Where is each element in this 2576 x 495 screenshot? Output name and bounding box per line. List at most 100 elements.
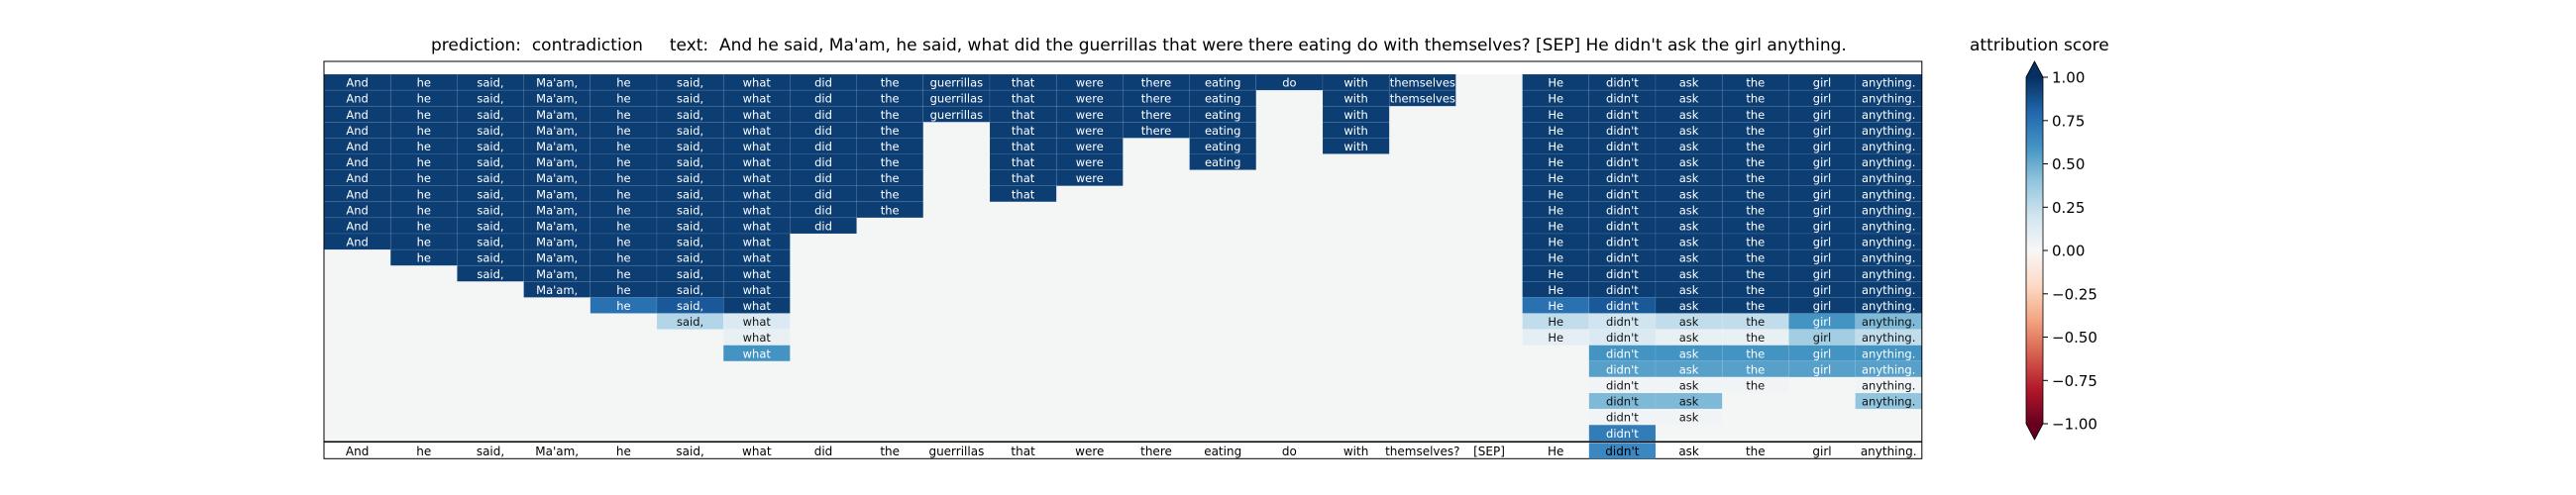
cell-token-label: He bbox=[1548, 76, 1563, 90]
cell-token-label: girl bbox=[1813, 219, 1831, 233]
cell-token-label: he bbox=[417, 140, 431, 153]
cell-token-label: anything. bbox=[1862, 236, 1915, 249]
cell-token-label: ask bbox=[1679, 124, 1699, 138]
cell-token-label: And bbox=[346, 236, 368, 249]
colorbar-extend-min bbox=[2026, 424, 2043, 440]
colorbar-tick-label: −0.75 bbox=[2052, 372, 2097, 390]
cell-token-label: girl bbox=[1813, 92, 1831, 106]
cell-token-label: he bbox=[616, 236, 630, 249]
cell-token-label: the bbox=[881, 171, 900, 185]
cell-token-label: didn't bbox=[1606, 427, 1639, 441]
colorbar-tick-label: −0.25 bbox=[2052, 285, 2097, 303]
cell-token-label: ask bbox=[1679, 76, 1699, 90]
cell-token-label: ask bbox=[1679, 108, 1699, 122]
heatmap-cell bbox=[1055, 169, 1124, 186]
cell-token-label: he bbox=[417, 92, 431, 106]
cell-token-label: themselves bbox=[1390, 92, 1455, 106]
cell-token-label: the bbox=[1746, 299, 1765, 313]
cell-token-label: the bbox=[1746, 346, 1765, 360]
cell-token-label: girl bbox=[1813, 362, 1831, 376]
cell-token-label: didn't bbox=[1606, 187, 1639, 201]
cell-token-label: girl bbox=[1813, 187, 1831, 201]
cell-token-label: were bbox=[1076, 140, 1104, 153]
cell-token-label: Ma'am, bbox=[536, 108, 578, 122]
cell-token-label: girl bbox=[1813, 346, 1831, 360]
cell-token-label: with bbox=[1343, 76, 1367, 90]
x-tick-label: themselves? bbox=[1385, 445, 1459, 458]
cell-token-label: he bbox=[417, 124, 431, 138]
cell-token-label: that bbox=[1012, 108, 1035, 122]
cell-token-label: the bbox=[1746, 124, 1765, 138]
cell-token-label: And bbox=[346, 108, 368, 122]
cell-token-label: the bbox=[1746, 331, 1765, 345]
cell-token-label: said, bbox=[677, 124, 703, 138]
cell-token-label: that bbox=[1012, 124, 1035, 138]
cell-token-label: he bbox=[417, 187, 431, 201]
cell-token-label: said, bbox=[677, 76, 703, 90]
cell-token-label: the bbox=[1746, 251, 1765, 265]
cell-token-label: the bbox=[881, 187, 900, 201]
cell-token-label: did bbox=[814, 187, 832, 201]
cell-token-label: anything. bbox=[1862, 251, 1915, 265]
cell-token-label: girl bbox=[1813, 236, 1831, 249]
cell-token-label: the bbox=[1746, 140, 1765, 153]
cell-token-label: that bbox=[1012, 76, 1035, 90]
cell-token-label: said, bbox=[477, 219, 503, 233]
cell-token-label: didn't bbox=[1606, 92, 1639, 106]
chart-title: prediction: contradiction text: And he s… bbox=[431, 36, 1847, 55]
cell-token-label: the bbox=[881, 203, 900, 217]
colorbar-tick-label: 1.00 bbox=[2052, 69, 2085, 87]
colorbar-tick-label: 0.25 bbox=[2052, 199, 2085, 217]
cell-token-label: said, bbox=[477, 140, 503, 153]
cell-token-label: the bbox=[1746, 108, 1765, 122]
cell-token-label: Ma'am, bbox=[536, 283, 578, 297]
cell-token-label: ask bbox=[1679, 346, 1699, 360]
cell-token-label: ask bbox=[1679, 236, 1699, 249]
cell-token-label: he bbox=[616, 76, 630, 90]
cell-token-label: the bbox=[1746, 236, 1765, 249]
cell-token-label: the bbox=[1746, 267, 1765, 281]
cell-token-label: said, bbox=[677, 315, 703, 329]
cell-token-label: were bbox=[1076, 108, 1104, 122]
cell-token-label: did bbox=[814, 203, 832, 217]
cell-token-label: girl bbox=[1813, 299, 1831, 313]
cell-token-label: ask bbox=[1679, 283, 1699, 297]
cell-token-label: He bbox=[1548, 331, 1563, 345]
heatmap-cell bbox=[1721, 376, 1789, 394]
cell-token-label: what bbox=[743, 171, 772, 185]
cell-token-label: with bbox=[1343, 92, 1367, 106]
x-tick-label: that bbox=[1011, 445, 1035, 458]
x-tick-label: what bbox=[742, 445, 772, 458]
cell-token-label: he bbox=[616, 187, 630, 201]
cell-token-label: were bbox=[1076, 124, 1104, 138]
cell-token-label: Ma'am, bbox=[536, 76, 578, 90]
cell-token-label: guerrillas bbox=[930, 108, 984, 122]
cell-token-label: he bbox=[417, 155, 431, 169]
heatmap-cell bbox=[1189, 153, 1257, 170]
cell-token-label: didn't bbox=[1606, 171, 1639, 185]
colorbar-tick-label: 0.00 bbox=[2052, 243, 2085, 260]
cell-token-label: were bbox=[1076, 171, 1104, 185]
cell-token-label: He bbox=[1548, 236, 1563, 249]
cell-token-label: ask bbox=[1679, 299, 1699, 313]
cell-token-label: didn't bbox=[1606, 76, 1639, 90]
cell-token-label: were bbox=[1076, 155, 1104, 169]
cell-token-label: And bbox=[346, 76, 368, 90]
heatmap-cell bbox=[1522, 105, 1590, 123]
cell-token-label: guerrillas bbox=[930, 76, 984, 90]
cell-token-label: He bbox=[1548, 187, 1563, 201]
cell-token-label: he bbox=[417, 108, 431, 122]
cell-token-label: girl bbox=[1813, 124, 1831, 138]
cell-token-label: anything. bbox=[1862, 283, 1915, 297]
cell-token-label: didn't bbox=[1606, 346, 1639, 360]
cell-token-label: that bbox=[1012, 92, 1035, 106]
cell-token-label: Ma'am, bbox=[536, 171, 578, 185]
cell-token-label: were bbox=[1076, 76, 1104, 90]
cell-token-label: anything. bbox=[1862, 346, 1915, 360]
cell-token-label: Ma'am, bbox=[536, 155, 578, 169]
cell-token-label: themselves bbox=[1390, 76, 1455, 90]
cell-token-label: And bbox=[346, 155, 368, 169]
cell-token-label: didn't bbox=[1606, 395, 1639, 409]
cell-token-label: He bbox=[1548, 108, 1563, 122]
